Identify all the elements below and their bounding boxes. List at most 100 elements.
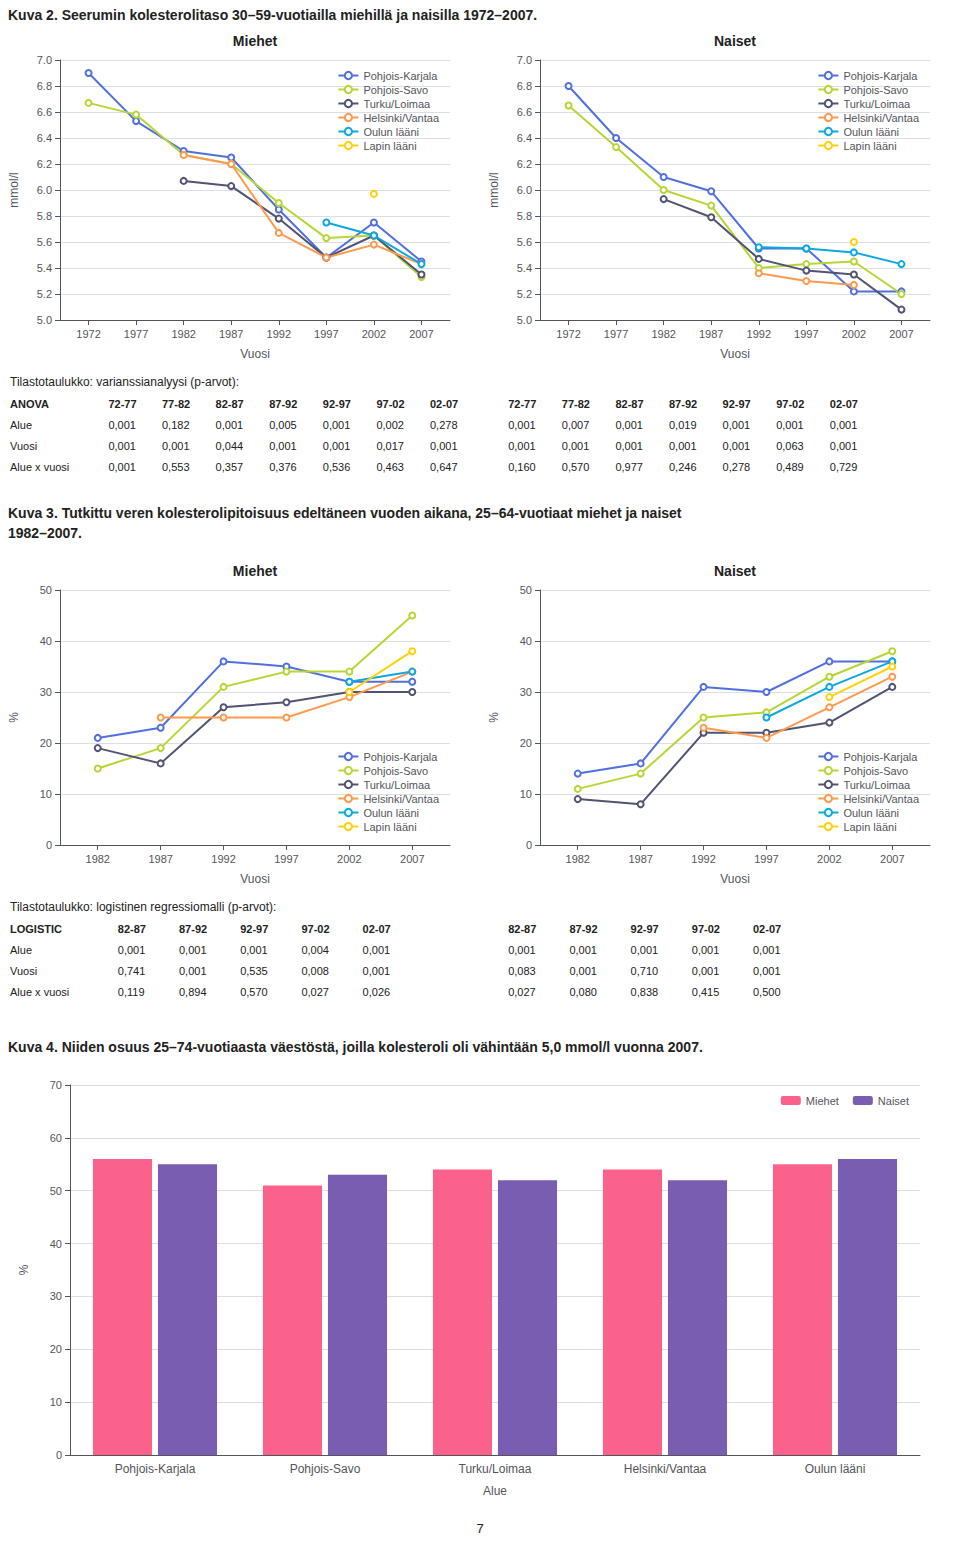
svg-text:0,729: 0,729 [830, 461, 858, 473]
svg-text:0,001: 0,001 [118, 944, 146, 956]
svg-text:Pohjois-Savo: Pohjois-Savo [363, 84, 428, 96]
svg-text:0,004: 0,004 [301, 944, 329, 956]
svg-text:60: 60 [50, 1132, 62, 1144]
svg-text:1982: 1982 [565, 853, 589, 865]
svg-text:0: 0 [526, 839, 532, 851]
svg-text:Pohjois-Karjala: Pohjois-Karjala [363, 751, 438, 763]
svg-text:0,001: 0,001 [108, 419, 136, 431]
svg-text:2007: 2007 [400, 853, 424, 865]
svg-text:0,894: 0,894 [179, 986, 207, 998]
svg-text:0,017: 0,017 [376, 440, 404, 452]
svg-text:0,710: 0,710 [631, 965, 659, 977]
svg-text:0,001: 0,001 [830, 440, 858, 452]
svg-text:Naiset: Naiset [714, 33, 756, 49]
svg-text:50: 50 [50, 1185, 62, 1197]
svg-text:82-87: 82-87 [118, 923, 146, 935]
svg-text:0,005: 0,005 [269, 419, 297, 431]
svg-text:1977: 1977 [604, 328, 628, 340]
svg-text:1982–2007.: 1982–2007. [8, 525, 82, 541]
svg-text:92-97: 92-97 [323, 398, 351, 410]
svg-text:1997: 1997 [314, 328, 338, 340]
svg-text:Turku/Loimaa: Turku/Loimaa [843, 779, 911, 791]
svg-text:1997: 1997 [794, 328, 818, 340]
svg-text:Pohjois-Savo: Pohjois-Savo [363, 765, 428, 777]
svg-text:5.6: 5.6 [517, 236, 532, 248]
svg-text:Helsinki/Vantaa: Helsinki/Vantaa [363, 793, 439, 805]
svg-text:Helsinki/Vantaa: Helsinki/Vantaa [843, 112, 919, 124]
svg-text:6.4: 6.4 [517, 132, 532, 144]
svg-text:2007: 2007 [880, 853, 904, 865]
svg-text:50: 50 [40, 584, 52, 596]
svg-text:77-82: 77-82 [562, 398, 590, 410]
svg-text:82-87: 82-87 [615, 398, 643, 410]
svg-text:%: % [7, 712, 21, 723]
svg-text:02-07: 02-07 [753, 923, 781, 935]
svg-text:%: % [17, 1264, 31, 1275]
svg-text:5.4: 5.4 [517, 262, 532, 274]
svg-text:02-07: 02-07 [363, 923, 391, 935]
svg-text:Helsinki/Vantaa: Helsinki/Vantaa [363, 112, 439, 124]
svg-text:Turku/Loimaa: Turku/Loimaa [459, 1462, 532, 1476]
svg-text:40: 40 [520, 635, 532, 647]
svg-text:87-92: 87-92 [669, 398, 697, 410]
svg-text:0,001: 0,001 [692, 944, 720, 956]
svg-text:Kuva 2. Seerumin kolesterolita: Kuva 2. Seerumin kolesterolitaso 30–59-v… [8, 7, 537, 23]
svg-text:Tilastotaulukko: logistinen re: Tilastotaulukko: logistinen regressiomal… [10, 900, 276, 914]
svg-text:5.4: 5.4 [37, 262, 52, 274]
svg-text:0,246: 0,246 [669, 461, 697, 473]
svg-text:2002: 2002 [842, 328, 866, 340]
svg-text:Pohjois-Karjala: Pohjois-Karjala [843, 751, 918, 763]
svg-text:0,001: 0,001 [569, 944, 597, 956]
svg-text:0,278: 0,278 [723, 461, 751, 473]
svg-text:0,001: 0,001 [508, 440, 536, 452]
svg-text:Pohjois-Karjala: Pohjois-Karjala [363, 70, 438, 82]
svg-text:0,001: 0,001 [569, 965, 597, 977]
svg-text:Oulun lääni: Oulun lääni [843, 807, 899, 819]
svg-text:Vuosi: Vuosi [720, 347, 750, 361]
svg-text:Lapin lääni: Lapin lääni [363, 140, 416, 152]
svg-text:6.2: 6.2 [37, 158, 52, 170]
svg-text:02-07: 02-07 [830, 398, 858, 410]
svg-text:0,001: 0,001 [753, 944, 781, 956]
svg-text:Helsinki/Vantaa: Helsinki/Vantaa [624, 1462, 707, 1476]
svg-text:97-02: 97-02 [301, 923, 329, 935]
svg-text:1987: 1987 [628, 853, 652, 865]
svg-text:Naiset: Naiset [878, 1095, 909, 1107]
svg-text:10: 10 [40, 788, 52, 800]
svg-text:0,001: 0,001 [508, 944, 536, 956]
svg-text:1987: 1987 [219, 328, 243, 340]
svg-text:7: 7 [476, 1521, 483, 1536]
svg-text:Helsinki/Vantaa: Helsinki/Vantaa [843, 793, 919, 805]
svg-text:0,001: 0,001 [363, 944, 391, 956]
svg-text:20: 20 [50, 1343, 62, 1355]
svg-text:6.2: 6.2 [517, 158, 532, 170]
svg-text:Alue: Alue [10, 944, 32, 956]
svg-text:Lapin lääni: Lapin lääni [843, 140, 896, 152]
svg-text:92-97: 92-97 [723, 398, 751, 410]
svg-text:0,463: 0,463 [376, 461, 404, 473]
svg-text:1992: 1992 [691, 853, 715, 865]
svg-text:Oulun lääni: Oulun lääni [363, 126, 419, 138]
svg-text:7.0: 7.0 [517, 54, 532, 66]
svg-text:5.0: 5.0 [37, 314, 52, 326]
svg-text:Miehet: Miehet [233, 563, 278, 579]
svg-text:0,535: 0,535 [240, 965, 268, 977]
svg-text:Turku/Loimaa: Turku/Loimaa [363, 779, 431, 791]
svg-text:0,489: 0,489 [776, 461, 804, 473]
svg-text:0,001: 0,001 [179, 944, 207, 956]
svg-text:0,001: 0,001 [179, 965, 207, 977]
svg-text:1982: 1982 [85, 853, 109, 865]
svg-text:0,376: 0,376 [269, 461, 297, 473]
svg-text:0,570: 0,570 [240, 986, 268, 998]
svg-text:Oulun lääni: Oulun lääni [363, 807, 419, 819]
svg-text:0,019: 0,019 [669, 419, 697, 431]
svg-text:0,027: 0,027 [301, 986, 329, 998]
svg-text:0,357: 0,357 [216, 461, 244, 473]
svg-text:0,536: 0,536 [323, 461, 351, 473]
svg-text:1992: 1992 [747, 328, 771, 340]
svg-text:Oulun lääni: Oulun lääni [805, 1462, 866, 1476]
svg-text:Pohjois-Savo: Pohjois-Savo [843, 765, 908, 777]
svg-text:2002: 2002 [337, 853, 361, 865]
svg-text:Kuva 4. Niiden osuus 25–74-vuo: Kuva 4. Niiden osuus 25–74-vuotiaasta vä… [8, 1039, 703, 1055]
svg-text:ANOVA: ANOVA [10, 398, 49, 410]
